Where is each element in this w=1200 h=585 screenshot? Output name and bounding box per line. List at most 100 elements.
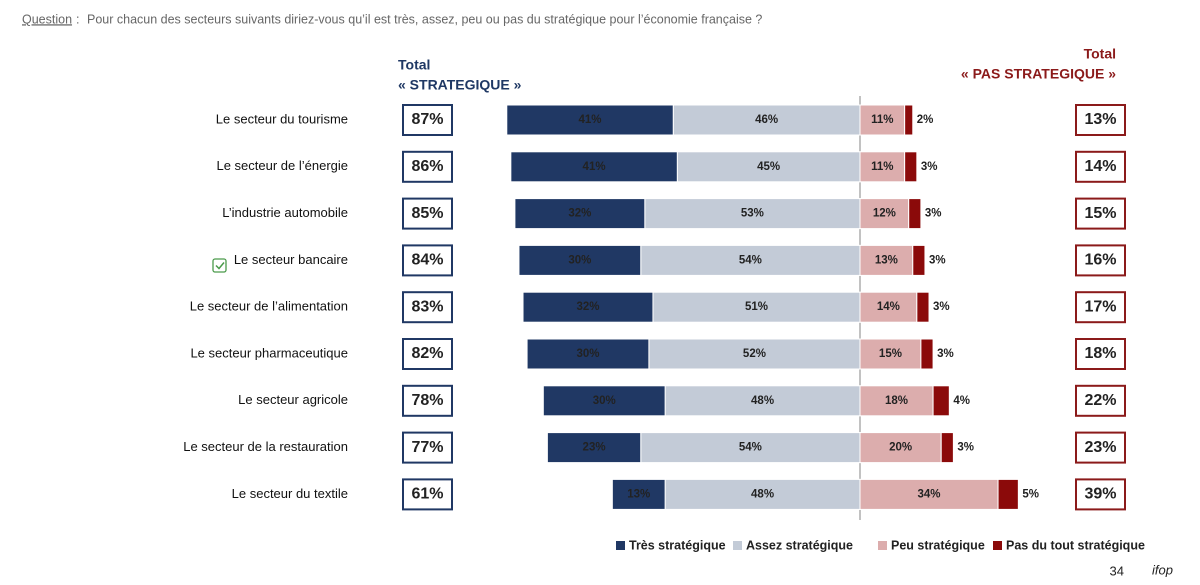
total-box	[1075, 104, 1126, 136]
total-label: 78%	[411, 392, 443, 409]
segment-label: 13%	[627, 488, 650, 500]
total-box	[1075, 431, 1126, 464]
segment-label: 15%	[879, 348, 902, 360]
legend-label: Pas du tout stratégique	[1006, 538, 1145, 552]
bar-segment	[546, 432, 642, 464]
total-label: 84%	[411, 252, 443, 269]
bar-segment	[916, 291, 930, 323]
total-box	[402, 150, 453, 183]
bar-segment	[908, 198, 922, 230]
bar-segment	[640, 244, 861, 276]
right-header: Total	[1084, 46, 1116, 62]
category-label: Le secteur de la restauration	[183, 439, 348, 454]
bar-segment	[664, 385, 861, 417]
legend-swatch	[733, 541, 742, 550]
total-box	[402, 338, 453, 370]
bar-segment	[676, 151, 861, 183]
category-label: Le secteur agricole	[238, 392, 348, 407]
bar-segment	[997, 478, 1019, 510]
left-header: Total	[398, 57, 430, 73]
category-label: Le secteur bancaire	[234, 252, 348, 267]
segment-label: 20%	[889, 442, 912, 454]
segment-label: 52%	[743, 348, 766, 360]
bar-segment	[506, 104, 674, 136]
total-label: 13%	[1084, 111, 1116, 128]
total-box	[402, 291, 453, 324]
segment-label: 14%	[877, 301, 900, 313]
segment-label: 30%	[568, 254, 591, 266]
bar-segment	[640, 432, 861, 464]
bar-segment	[522, 291, 654, 323]
total-box	[402, 478, 453, 511]
bar-segment	[859, 291, 918, 323]
bar-segment	[859, 338, 922, 370]
right-header: « PAS STRATEGIQUE »	[961, 66, 1116, 82]
segment-label: 30%	[576, 348, 599, 360]
total-label: 83%	[411, 298, 443, 315]
total-box	[1075, 150, 1126, 183]
category-label: Le secteur de l’alimentation	[190, 299, 348, 314]
total-box	[1075, 384, 1126, 417]
segment-label: 3%	[957, 442, 974, 454]
segment-label: 3%	[929, 254, 946, 266]
total-label: 87%	[411, 111, 443, 128]
total-box	[1075, 291, 1126, 324]
bar-segment	[920, 338, 934, 370]
legend-swatch	[616, 541, 625, 550]
bar-segment	[904, 104, 914, 136]
bar-segment	[859, 385, 934, 417]
total-box	[402, 244, 453, 277]
segment-label: 46%	[755, 114, 778, 126]
total-label: 15%	[1084, 205, 1116, 222]
segment-label: 5%	[1022, 488, 1039, 500]
bar-segment	[510, 151, 678, 183]
page-number: 34	[1110, 563, 1124, 578]
segment-label: 51%	[745, 301, 768, 313]
segment-label: 54%	[739, 442, 762, 454]
category-label: Le secteur de l’énergie	[216, 158, 348, 173]
segment-label: 54%	[739, 254, 762, 266]
bar-segment	[859, 104, 906, 136]
bar-segment	[611, 478, 666, 510]
bar-segment	[644, 198, 861, 230]
total-box	[1075, 338, 1126, 370]
left-header: « STRATEGIQUE »	[398, 77, 522, 93]
bar-segment	[518, 244, 642, 276]
segment-label: 11%	[871, 161, 893, 173]
segment-label: 18%	[885, 395, 908, 407]
total-box	[1075, 478, 1126, 511]
legend-label: Très stratégique	[629, 538, 726, 552]
total-label: 61%	[411, 486, 443, 503]
total-box	[402, 197, 453, 230]
total-label: 39%	[1084, 486, 1116, 503]
total-label: 85%	[411, 205, 443, 222]
segment-label: 4%	[953, 395, 970, 407]
total-box	[402, 431, 453, 464]
segment-label: 32%	[576, 301, 599, 313]
segment-label: 23%	[583, 442, 606, 454]
segment-label: 30%	[593, 395, 616, 407]
segment-label: 13%	[875, 254, 898, 266]
segment-label: 48%	[751, 488, 774, 500]
category-label: L’industrie automobile	[222, 205, 348, 220]
bar-segment	[859, 244, 914, 276]
segment-label: 48%	[751, 395, 774, 407]
segment-label: 32%	[568, 208, 591, 220]
total-box	[1075, 244, 1126, 277]
total-label: 77%	[411, 439, 443, 456]
segment-label: 41%	[578, 114, 601, 126]
segment-label: 3%	[925, 208, 942, 220]
bar-segment	[526, 338, 650, 370]
total-label: 82%	[411, 345, 443, 362]
segment-label: 45%	[757, 161, 780, 173]
legend-swatch	[993, 541, 1002, 550]
total-label: 18%	[1084, 345, 1116, 362]
segment-label: 11%	[871, 114, 893, 126]
question-label: Question	[22, 12, 72, 26]
total-box	[402, 104, 453, 136]
category-label: Le secteur du textile	[232, 486, 348, 501]
segment-label: 34%	[918, 488, 941, 500]
bar-segment	[904, 151, 918, 183]
logo: ifop	[1152, 562, 1173, 577]
